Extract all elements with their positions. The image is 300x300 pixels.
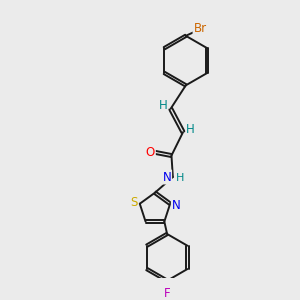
Text: H: H (176, 173, 184, 183)
Text: N: N (162, 170, 171, 184)
Text: F: F (164, 287, 170, 300)
Text: H: H (159, 100, 167, 112)
Text: N: N (172, 199, 181, 212)
Text: H: H (186, 123, 195, 136)
Text: O: O (146, 146, 155, 159)
Text: S: S (130, 196, 137, 209)
Text: Br: Br (194, 22, 207, 35)
